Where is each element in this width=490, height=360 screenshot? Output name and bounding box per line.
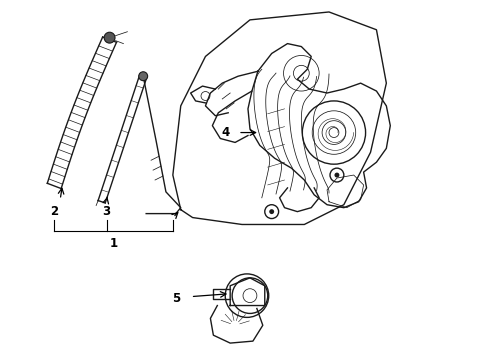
- Text: 4: 4: [221, 126, 229, 139]
- Circle shape: [335, 172, 340, 177]
- Circle shape: [269, 209, 274, 214]
- Text: 1: 1: [109, 237, 118, 250]
- Text: 2: 2: [50, 205, 58, 218]
- Circle shape: [104, 32, 115, 43]
- Circle shape: [139, 72, 147, 81]
- Text: 5: 5: [172, 292, 180, 305]
- Text: 3: 3: [102, 205, 111, 218]
